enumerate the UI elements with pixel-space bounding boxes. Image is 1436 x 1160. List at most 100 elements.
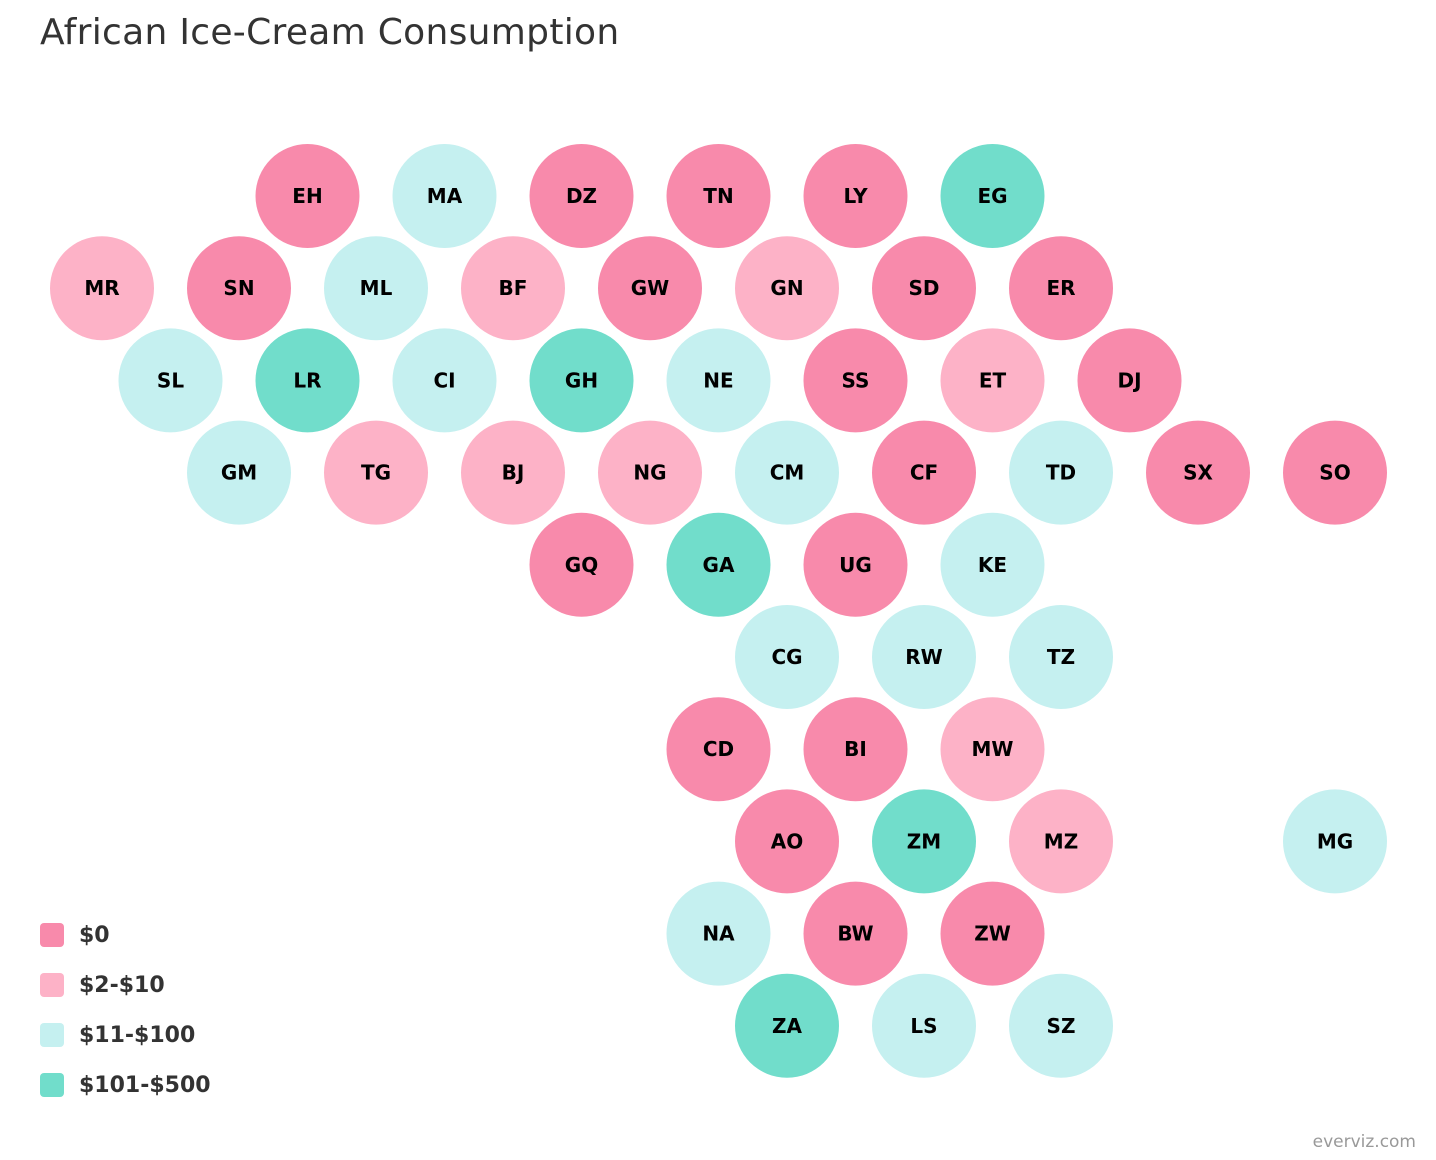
tile-cg[interactable]: CG	[735, 605, 839, 709]
tile-et[interactable]: ET	[940, 328, 1045, 433]
tile-mr[interactable]: MR	[50, 236, 154, 341]
tile-circle[interactable]	[940, 512, 1045, 617]
tile-circle[interactable]	[666, 697, 771, 802]
tile-circle[interactable]	[529, 328, 634, 433]
tile-so[interactable]: SO	[1283, 420, 1387, 525]
tile-circle[interactable]	[872, 236, 976, 341]
tile-gq[interactable]: GQ	[529, 512, 634, 617]
tile-circle[interactable]	[872, 789, 976, 894]
tile-circle[interactable]	[940, 328, 1045, 433]
legend-item[interactable]: $101-$500	[40, 1060, 211, 1110]
tile-ma[interactable]: MA	[392, 144, 497, 248]
tile-circle[interactable]	[1009, 605, 1113, 709]
tile-ml[interactable]: ML	[324, 236, 428, 341]
tile-circle[interactable]	[187, 420, 291, 525]
tile-gw[interactable]: GW	[598, 236, 702, 341]
tile-circle[interactable]	[461, 236, 565, 341]
tile-bj[interactable]: BJ	[461, 420, 565, 525]
tile-circle[interactable]	[1146, 420, 1250, 525]
tile-circle[interactable]	[1077, 328, 1182, 433]
legend-item[interactable]: $11-$100	[40, 1010, 211, 1060]
tile-circle[interactable]	[872, 605, 976, 709]
tile-circle[interactable]	[803, 881, 908, 986]
tile-sl[interactable]: SL	[118, 328, 223, 433]
tile-sn[interactable]: SN	[187, 236, 291, 341]
tile-circle[interactable]	[1009, 420, 1113, 525]
tile-td[interactable]: TD	[1009, 420, 1113, 525]
tile-circle[interactable]	[735, 973, 839, 1078]
tile-sx[interactable]: SX	[1146, 420, 1250, 525]
tile-circle[interactable]	[940, 144, 1045, 248]
tile-circle[interactable]	[255, 144, 360, 248]
tile-mw[interactable]: MW	[940, 697, 1045, 802]
tile-circle[interactable]	[803, 144, 908, 248]
tile-tz[interactable]: TZ	[1009, 605, 1113, 709]
tile-dz[interactable]: DZ	[529, 144, 634, 248]
tile-gh[interactable]: GH	[529, 328, 634, 433]
legend-item[interactable]: $0	[40, 910, 211, 960]
tile-eg[interactable]: EG	[940, 144, 1045, 248]
legend-item[interactable]: $2-$10	[40, 960, 211, 1010]
tile-circle[interactable]	[324, 420, 428, 525]
tile-circle[interactable]	[666, 328, 771, 433]
tile-mg[interactable]: MG	[1283, 789, 1387, 894]
tile-na[interactable]: NA	[666, 881, 771, 986]
tile-ao[interactable]: AO	[735, 789, 839, 894]
tile-circle[interactable]	[1283, 789, 1387, 894]
tile-rw[interactable]: RW	[872, 605, 976, 709]
tile-cd[interactable]: CD	[666, 697, 771, 802]
tile-ne[interactable]: NE	[666, 328, 771, 433]
tile-eh[interactable]: EH	[255, 144, 360, 248]
tile-ci[interactable]: CI	[392, 328, 497, 433]
tile-circle[interactable]	[1283, 420, 1387, 525]
tile-circle[interactable]	[940, 697, 1045, 802]
tile-ug[interactable]: UG	[803, 512, 908, 617]
tile-circle[interactable]	[461, 420, 565, 525]
tile-ng[interactable]: NG	[598, 420, 702, 525]
tile-gm[interactable]: GM	[187, 420, 291, 525]
tile-circle[interactable]	[529, 144, 634, 248]
tile-circle[interactable]	[392, 144, 497, 248]
tile-circle[interactable]	[392, 328, 497, 433]
tile-zw[interactable]: ZW	[940, 881, 1045, 986]
tile-circle[interactable]	[255, 328, 360, 433]
tile-mz[interactable]: MZ	[1009, 789, 1113, 894]
tile-cf[interactable]: CF	[872, 420, 976, 525]
tile-circle[interactable]	[940, 881, 1045, 986]
tile-circle[interactable]	[735, 789, 839, 894]
tile-circle[interactable]	[187, 236, 291, 341]
tile-circle[interactable]	[529, 512, 634, 617]
tile-ls[interactable]: LS	[872, 973, 976, 1078]
tile-circle[interactable]	[735, 605, 839, 709]
tile-ss[interactable]: SS	[803, 328, 908, 433]
tile-tg[interactable]: TG	[324, 420, 428, 525]
tile-circle[interactable]	[666, 144, 771, 248]
tile-za[interactable]: ZA	[735, 973, 839, 1078]
tile-cm[interactable]: CM	[735, 420, 839, 525]
tile-sz[interactable]: SZ	[1009, 973, 1113, 1078]
tile-dj[interactable]: DJ	[1077, 328, 1182, 433]
tile-circle[interactable]	[324, 236, 428, 341]
tile-circle[interactable]	[803, 697, 908, 802]
tile-circle[interactable]	[803, 512, 908, 617]
tile-ke[interactable]: KE	[940, 512, 1045, 617]
tile-gn[interactable]: GN	[735, 236, 839, 341]
tile-circle[interactable]	[50, 236, 154, 341]
tile-circle[interactable]	[598, 236, 702, 341]
tile-ly[interactable]: LY	[803, 144, 908, 248]
tile-circle[interactable]	[872, 973, 976, 1078]
tile-circle[interactable]	[666, 512, 771, 617]
tile-lr[interactable]: LR	[255, 328, 360, 433]
tile-circle[interactable]	[598, 420, 702, 525]
tile-tn[interactable]: TN	[666, 144, 771, 248]
tile-circle[interactable]	[1009, 236, 1113, 341]
credits-link[interactable]: everviz.com	[1312, 1132, 1416, 1152]
tile-circle[interactable]	[1009, 973, 1113, 1078]
tile-zm[interactable]: ZM	[872, 789, 976, 894]
tile-sd[interactable]: SD	[872, 236, 976, 341]
tile-circle[interactable]	[803, 328, 908, 433]
tile-bf[interactable]: BF	[461, 236, 565, 341]
tile-circle[interactable]	[735, 420, 839, 525]
tile-ga[interactable]: GA	[666, 512, 771, 617]
tile-bi[interactable]: BI	[803, 697, 908, 802]
